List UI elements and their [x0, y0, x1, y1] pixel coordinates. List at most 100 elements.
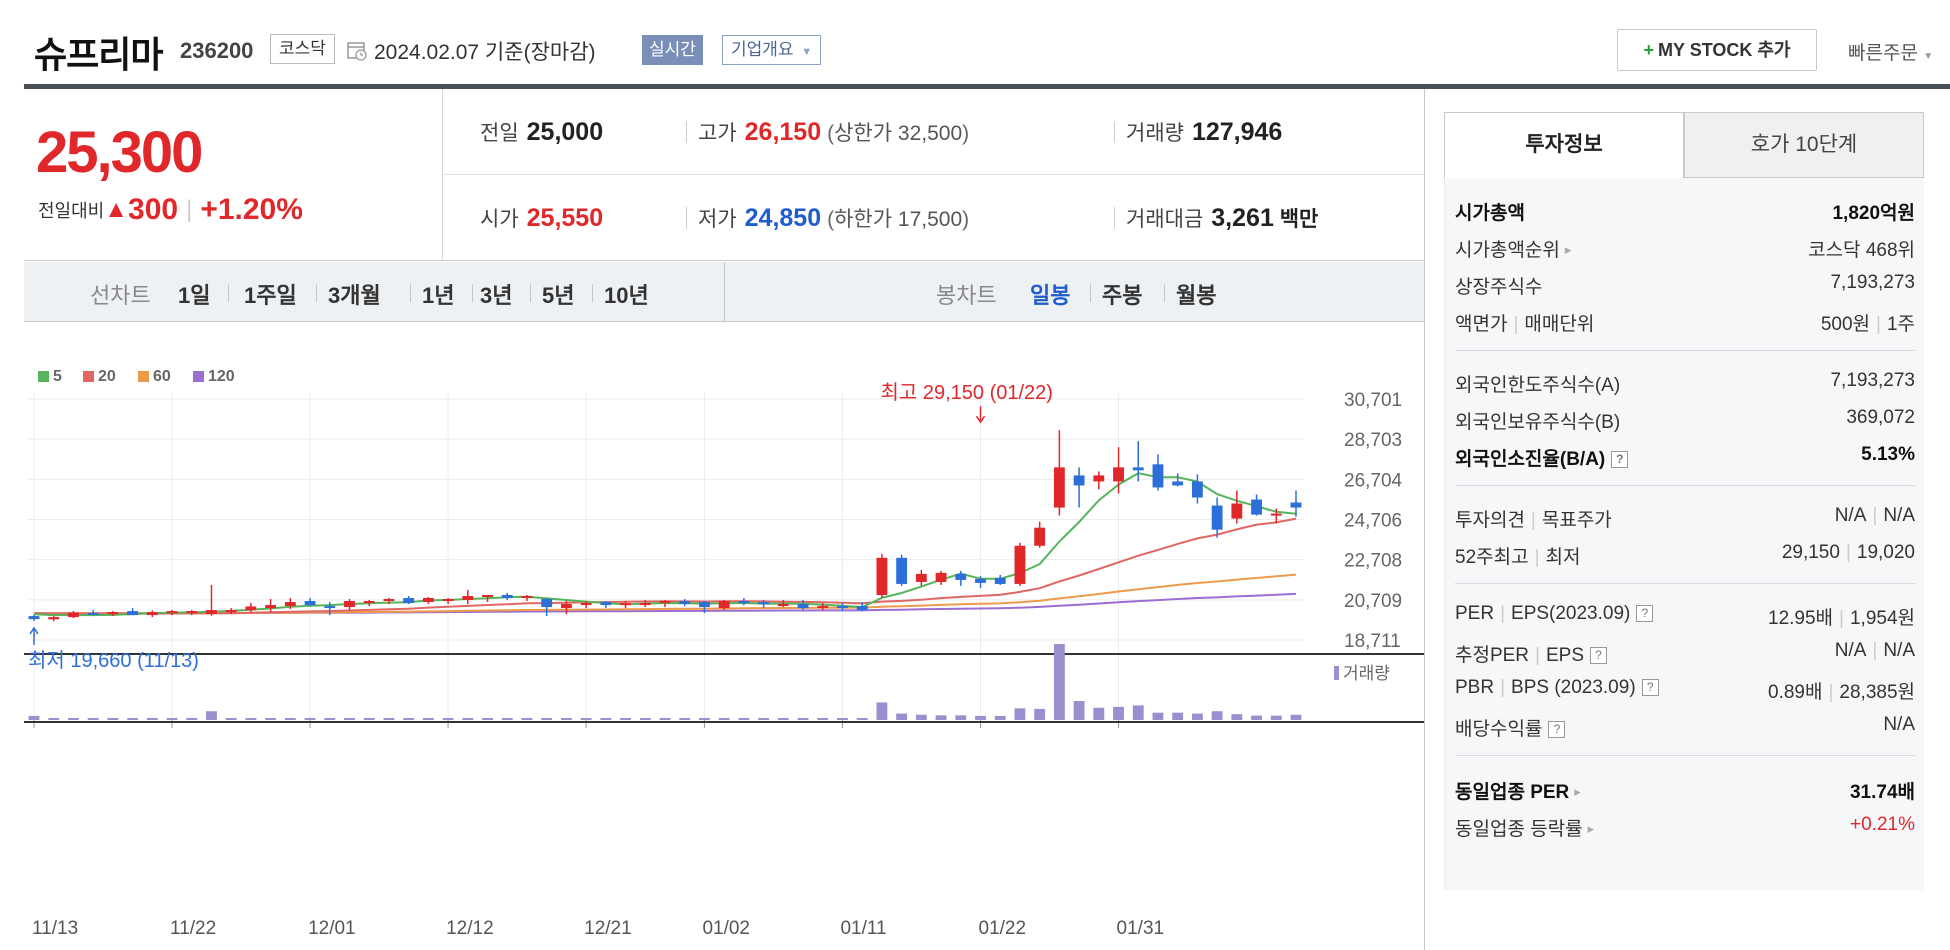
candle-body	[265, 605, 277, 609]
candle-body	[699, 602, 710, 608]
volume-bar	[639, 718, 651, 720]
stock-header: 슈프리마 236200 코스닥 2024.02.07 기준(장마감) 실시간 기…	[0, 0, 1950, 86]
period-5y[interactable]: 5년	[542, 283, 575, 308]
company-profile-dropdown[interactable]: 기업개요 ▼	[722, 35, 822, 65]
volume-bar	[1290, 714, 1302, 720]
prev-close-value: 25,000	[526, 118, 604, 146]
volume-bar	[659, 718, 671, 720]
candle-daily[interactable]: 일봉	[1030, 283, 1071, 308]
foreign-ratio-label: 외국인소진율(B/A)	[1455, 449, 1606, 470]
bps-label: BPS (2023.09)	[1511, 677, 1636, 698]
tab-orderbook-10[interactable]: 호가 10단계	[1684, 112, 1924, 178]
y-tick-label: 24,706	[1344, 511, 1402, 532]
candle-body	[1211, 505, 1223, 530]
x-tick-label: 12/21	[584, 918, 632, 939]
high-annotation: 최고 29,150 (01/22)	[881, 381, 1053, 404]
plus-icon: +	[1643, 40, 1655, 60]
volume-bar	[48, 718, 60, 720]
chevron-down-icon: ▼	[801, 46, 813, 58]
candle-body	[107, 612, 119, 615]
high-value: 26,150	[744, 118, 822, 146]
realtime-button[interactable]: 실시간	[642, 35, 703, 65]
candle-weekly[interactable]: 주봉	[1102, 283, 1143, 308]
help-icon[interactable]: ?	[1590, 647, 1607, 664]
period-1w[interactable]: 1주일	[244, 283, 297, 308]
open-label: 시가	[480, 208, 519, 231]
period-3m[interactable]: 3개월	[328, 283, 381, 308]
volume-bar	[1251, 715, 1262, 720]
upper-limit-value: 32,500	[897, 122, 963, 145]
foreign-ratio-row: 외국인소진율(B/A)? 5.13%	[1455, 440, 1915, 470]
stock-code: 236200	[180, 38, 254, 63]
chart-toolbar: 선차트 1일 1주일 3개월 1년 3년 5년 10년 봉차트 일봉 주봉 월봉	[24, 262, 1424, 322]
quick-order-dropdown[interactable]: 빠른주문 ▼	[1848, 38, 1933, 65]
foreign-hold-label: 외국인보유주식수(B)	[1455, 412, 1621, 433]
candle-body	[442, 599, 454, 602]
divider	[686, 121, 687, 143]
candle-body	[1152, 464, 1164, 488]
volume-bar	[580, 718, 592, 720]
market-cap-rank-row[interactable]: 시가총액순위 ▸ 코스닥 468위	[1455, 231, 1915, 261]
candle-body	[521, 596, 533, 599]
period-1y[interactable]: 1년	[422, 283, 455, 308]
candle-monthly[interactable]: 월봉	[1176, 283, 1217, 308]
candle-body	[403, 598, 415, 604]
sector-per-label: 동일업종 PER	[1455, 782, 1570, 803]
y-tick-label: 30,701	[1344, 390, 1402, 411]
header-divider	[24, 84, 1950, 89]
foreign-limit-label: 외국인한도주식수(A)	[1455, 375, 1621, 396]
tab-investment-info[interactable]: 투자정보	[1444, 112, 1684, 178]
week52-row: 52주최고 | 최저 29,150 | 19,020	[1455, 542, 1915, 568]
open-price: 시가 25,550	[480, 203, 603, 233]
x-tick-label: 01/22	[979, 918, 1027, 939]
volume-bar	[501, 718, 513, 720]
candle-body	[206, 610, 217, 615]
high-arrow-head	[975, 415, 986, 424]
volume-bar	[699, 718, 710, 720]
candle-body	[1093, 475, 1105, 482]
y-tick-label: 18,711	[1344, 631, 1401, 652]
listed-shares-row: 상장주식수 7,193,273	[1455, 268, 1915, 298]
candle-body	[146, 612, 158, 616]
candle-body	[1231, 503, 1243, 519]
candle-body	[560, 604, 572, 609]
help-icon[interactable]: ?	[1641, 679, 1659, 696]
volume-bar	[1172, 712, 1184, 720]
divider	[442, 89, 443, 260]
legend-label: 5	[53, 368, 62, 385]
period-1d[interactable]: 1일	[178, 283, 211, 308]
dividend-value: N/A	[1883, 714, 1915, 735]
current-price: 25,300	[36, 120, 203, 185]
sector-per-row[interactable]: 동일업종 PER ▸ 31.74배	[1455, 773, 1915, 803]
help-icon[interactable]: ?	[1636, 605, 1654, 622]
candle-body	[600, 602, 612, 606]
volume-bar	[521, 718, 533, 720]
divider	[1455, 350, 1915, 351]
candle-body	[1053, 467, 1065, 508]
help-icon[interactable]: ?	[1548, 721, 1566, 738]
candle-body	[580, 603, 592, 606]
market-cap-rank-label: 시가총액순위 ▸	[1455, 240, 1572, 261]
volume-bar	[344, 718, 355, 720]
help-icon[interactable]: ?	[1611, 451, 1629, 468]
volume-bar	[758, 718, 770, 720]
volume-bar	[245, 718, 257, 720]
volume-bar	[1211, 711, 1223, 720]
sector-per-value: 31.74배	[1849, 782, 1915, 803]
period-3y[interactable]: 3년	[480, 283, 513, 308]
period-10y[interactable]: 10년	[604, 283, 649, 308]
volume-value: 127,946	[1191, 118, 1283, 146]
clock-icon	[347, 42, 367, 61]
x-tick-label: 12/12	[446, 918, 494, 939]
divider	[1090, 284, 1091, 302]
sector-change-row[interactable]: 동일업종 등락률 ▸ +0.21%	[1455, 810, 1915, 840]
prev-close-label: 전일	[480, 122, 519, 145]
candle-body	[541, 599, 553, 608]
volume-bar	[797, 718, 809, 720]
candle-body	[797, 604, 809, 609]
high-price: 고가 26,150 (상한가 32,500)	[698, 118, 970, 146]
add-my-stock-button[interactable]: + MY STOCK 추가	[1617, 29, 1817, 71]
candle-body	[1073, 475, 1085, 486]
opinion-row: 투자의견 | 목표주가 N/A | N/A	[1455, 505, 1915, 531]
volume-bar	[955, 715, 967, 720]
